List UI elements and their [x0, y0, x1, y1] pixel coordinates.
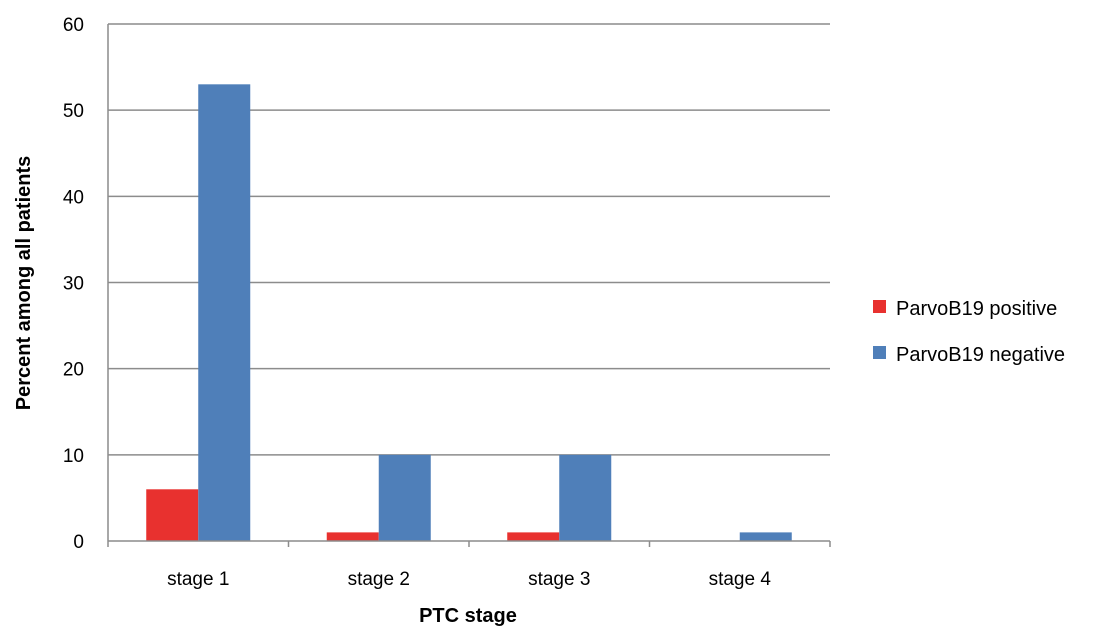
- y-tick-label: 40: [63, 187, 84, 208]
- bar-positive: [326, 532, 379, 541]
- bar-negative: [198, 84, 251, 542]
- x-tick-label: stage 1: [167, 569, 229, 590]
- x-axis-title: PTC stage: [419, 605, 517, 626]
- x-tick-label: stage 3: [528, 569, 590, 590]
- axes: [107, 24, 831, 547]
- x-tick-labels: stage 1 stage 2 stage 3 stage 4: [167, 569, 771, 590]
- bar-negative: [378, 454, 431, 541]
- bar-negative: [739, 532, 792, 541]
- legend-label-negative: ParvoB19 negative: [896, 344, 1065, 366]
- bar-negative: [559, 454, 612, 541]
- y-axis-title: Percent among all patients: [13, 156, 35, 411]
- legend-swatch-positive: [873, 300, 886, 313]
- y-tick-label: 0: [73, 532, 84, 553]
- y-tick-label: 50: [63, 101, 84, 122]
- y-tick-label: 10: [63, 446, 84, 467]
- y-tick-label: 30: [63, 274, 84, 295]
- bar-positive: [507, 532, 560, 541]
- x-tick-label: stage 2: [348, 569, 410, 590]
- bars: [146, 84, 792, 542]
- bar-positive: [146, 489, 199, 541]
- x-tick-label: stage 4: [709, 569, 772, 590]
- legend: ParvoB19 positive ParvoB19 negative: [873, 298, 1065, 366]
- legend-swatch-negative: [873, 346, 886, 359]
- y-tick-labels: 0 10 20 30 40 50 60: [63, 15, 84, 553]
- y-tick-label: 20: [63, 360, 84, 381]
- legend-label-positive: ParvoB19 positive: [896, 298, 1057, 320]
- y-tick-label: 60: [63, 15, 84, 36]
